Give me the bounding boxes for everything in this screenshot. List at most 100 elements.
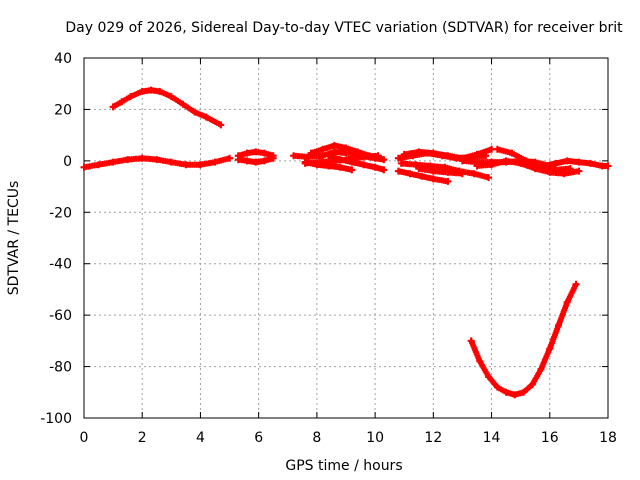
data-point (520, 388, 528, 396)
data-point (531, 158, 539, 166)
data-point (330, 148, 338, 156)
chart-title: Day 029 of 2026, Sidereal Day-to-day VTE… (65, 20, 623, 36)
data-point (313, 161, 321, 169)
data-point (493, 383, 501, 391)
data-point (488, 158, 496, 166)
x-axis-label: GPS time / hours (285, 458, 402, 474)
data-point (304, 153, 312, 161)
axis-ticks: 0 2 4 6 8 10 12 14 16 18 40 20 0 -20 -40 -60 -80 -100 (40, 51, 617, 446)
data-point (502, 388, 510, 396)
data-point (261, 157, 268, 165)
series-arc-baseline-long (80, 154, 234, 171)
data-point (109, 158, 117, 166)
data-point (319, 145, 327, 153)
data-point (572, 280, 580, 288)
data-point (182, 161, 190, 169)
data-point (429, 175, 437, 183)
data-point (540, 162, 548, 170)
data-point (325, 162, 332, 170)
data-point (511, 391, 519, 399)
data-point (552, 166, 560, 174)
data-point (243, 157, 251, 165)
data-point (415, 165, 423, 173)
data-point (202, 113, 210, 121)
data-point (191, 108, 199, 116)
data-point (336, 156, 344, 164)
data-point (252, 158, 260, 166)
data-point (196, 161, 204, 169)
data-point (485, 373, 493, 381)
data-point (211, 158, 219, 166)
x-tick-label: 10 (366, 430, 384, 446)
data-point (546, 345, 554, 353)
x-tick-label: 12 (424, 430, 442, 446)
data-point (400, 150, 408, 158)
data-point (336, 163, 344, 171)
data-point (127, 93, 135, 101)
data-point (552, 159, 560, 167)
data-point (575, 167, 583, 175)
data-point (517, 157, 525, 165)
data-point (118, 98, 126, 106)
data-point (473, 158, 481, 166)
data-point (555, 321, 562, 329)
data-point (147, 86, 155, 94)
data-point (493, 145, 501, 153)
data-point (575, 158, 583, 166)
data-point (508, 149, 516, 157)
series-arc-8h-e (301, 158, 356, 174)
data-point (444, 168, 452, 176)
series-arc-6h-a (234, 148, 277, 160)
data-point (587, 159, 594, 167)
data-point (234, 156, 242, 164)
data-point (138, 87, 146, 95)
data-point (377, 154, 385, 162)
data-point (476, 357, 484, 365)
y-tick-label: 40 (54, 51, 72, 67)
y-tick-label: 20 (54, 102, 72, 118)
y-tick-label: 0 (63, 154, 72, 170)
y-tick-label: -60 (49, 308, 72, 324)
x-tick-label: 2 (138, 430, 147, 446)
data-point (348, 166, 356, 174)
series-arc-8h-c (307, 141, 385, 162)
x-tick-label: 4 (196, 430, 205, 446)
data-point (485, 174, 493, 182)
data-point (179, 100, 187, 108)
data-point (261, 149, 268, 157)
data-point (243, 149, 251, 157)
data-point (394, 154, 402, 162)
data-point (226, 154, 234, 162)
data-point (563, 298, 571, 306)
x-tick-label: 6 (254, 430, 263, 446)
data-point (604, 162, 612, 170)
data-point (156, 87, 164, 95)
data-point (397, 159, 405, 167)
data-point (217, 121, 225, 129)
series-arc-11h-e (415, 165, 466, 178)
grid (84, 58, 608, 418)
plot-frame (83, 57, 609, 419)
series-arc-8h-d (325, 152, 388, 174)
data-point (429, 149, 437, 157)
data-point (473, 150, 481, 158)
series-arc-11h-a (394, 167, 452, 185)
data-point (301, 158, 309, 166)
data-point (360, 161, 367, 169)
data-point (167, 93, 175, 101)
x-tick-label: 0 (80, 430, 89, 446)
data-point (418, 172, 426, 180)
data-point (470, 170, 478, 178)
series-arc-17h (540, 157, 612, 170)
data-point (566, 165, 574, 173)
data-point (537, 365, 545, 373)
y-tick-label: -100 (40, 411, 72, 427)
series-arc-11h-c (400, 145, 496, 162)
data-point (528, 381, 536, 389)
data-point (330, 141, 338, 149)
data-point (109, 103, 117, 111)
data-point (371, 163, 379, 171)
series-markers (110, 87, 224, 128)
data-point (458, 157, 466, 165)
